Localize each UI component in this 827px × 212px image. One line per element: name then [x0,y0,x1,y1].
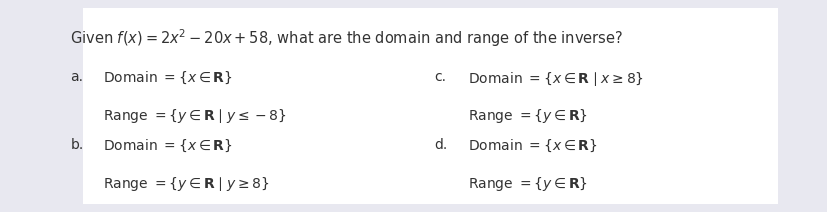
Text: c.: c. [434,70,446,84]
Text: d.: d. [434,138,447,152]
Text: b.: b. [70,138,84,152]
Text: a.: a. [70,70,84,84]
Text: Domain $= \{x \in \mathbf{R} \mid x \geq 8\}$: Domain $= \{x \in \mathbf{R} \mid x \geq… [467,70,643,88]
Text: Domain $= \{x \in \mathbf{R}\}$: Domain $= \{x \in \mathbf{R}\}$ [103,70,233,86]
Text: Domain $= \{x \in \mathbf{R}\}$: Domain $= \{x \in \mathbf{R}\}$ [103,138,233,154]
Text: Domain $= \{x \in \mathbf{R}\}$: Domain $= \{x \in \mathbf{R}\}$ [467,138,597,154]
Text: Range $= \{y \in \mathbf{R} \mid y \geq 8\}$: Range $= \{y \in \mathbf{R} \mid y \geq … [103,175,270,193]
Text: Range $= \{y \in \mathbf{R}\}$: Range $= \{y \in \mathbf{R}\}$ [467,175,587,193]
Text: Range $= \{y \in \mathbf{R} \mid y \leq -8\}$: Range $= \{y \in \mathbf{R} \mid y \leq … [103,107,287,125]
Text: Range $= \{y \in \mathbf{R}\}$: Range $= \{y \in \mathbf{R}\}$ [467,107,587,125]
Text: Given $f(x) = 2x^2 - 20x + 58$, what are the domain and range of the inverse?: Given $f(x) = 2x^2 - 20x + 58$, what are… [70,28,623,49]
